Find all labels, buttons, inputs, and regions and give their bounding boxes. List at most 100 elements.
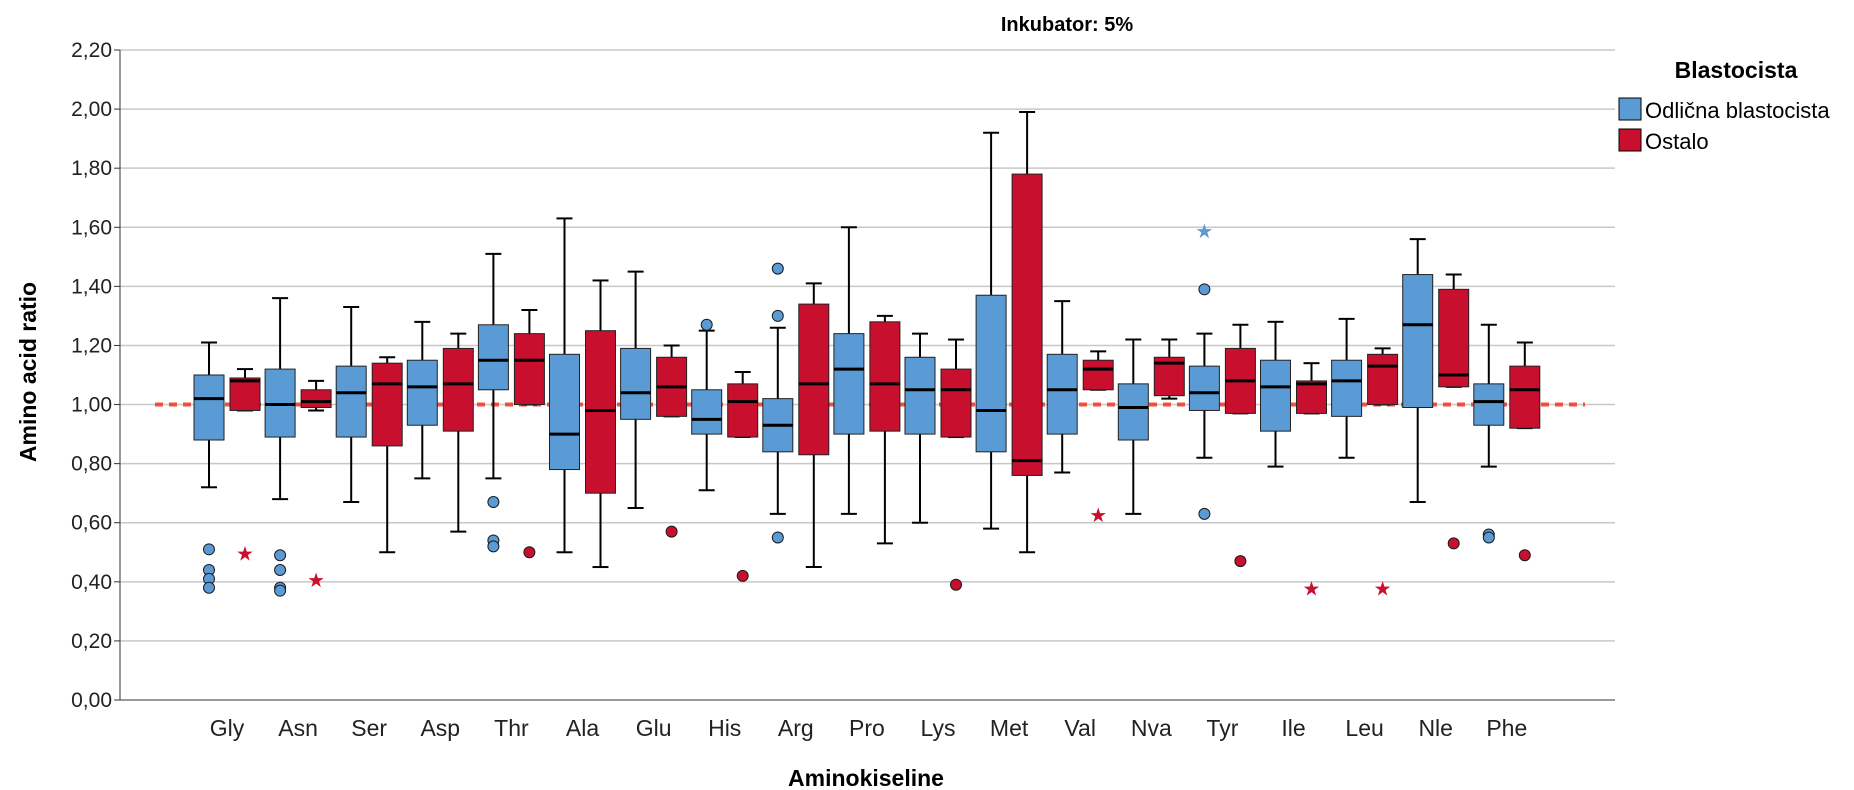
outlier-point xyxy=(771,262,784,275)
box-glu-odlicna xyxy=(620,270,652,509)
y-axis-ticks: 0,00 0,20 0,40 0,60 0,80 1,00 1,20 1,40 1,60 1,80… xyxy=(71,39,120,712)
x-tick-label: Asp xyxy=(420,715,460,741)
box-pro-odlicna xyxy=(833,226,865,515)
box-iqr xyxy=(1082,359,1114,391)
box-arg-odlicna xyxy=(762,262,794,544)
chart-title: Inkubator: 5% xyxy=(1001,14,1133,36)
x-tick-label: Val xyxy=(1064,715,1096,741)
extreme-point: ★ xyxy=(307,568,325,592)
box-nva-odlicna xyxy=(1117,338,1149,515)
box-iqr xyxy=(1011,173,1043,476)
box-asp-odlicna xyxy=(406,320,438,480)
box-iqr xyxy=(477,324,509,391)
box-tyr-odlicna: ★ xyxy=(1188,219,1220,520)
box-iqr xyxy=(513,333,545,406)
box-iqr xyxy=(406,359,438,426)
x-tick-label: Pro xyxy=(849,715,885,741)
box-val-odlicna xyxy=(1046,300,1078,474)
box-tyr-ostalo xyxy=(1224,323,1256,568)
legend-swatch-odlicna xyxy=(1618,97,1642,121)
box-ile-odlicna xyxy=(1260,320,1291,468)
box-his-ostalo xyxy=(727,371,759,582)
x-tick-label: Ile xyxy=(1281,715,1305,741)
legend-label-odlicna: Odlična blastocista xyxy=(1645,98,1830,123)
box-ser-ostalo xyxy=(371,356,403,554)
x-tick-label: Ser xyxy=(351,715,387,741)
box-plots: ★ ★ ★ ★ ★ ★ xyxy=(193,111,1541,601)
x-tick-label: His xyxy=(708,715,741,741)
outlier-point xyxy=(1518,549,1531,562)
x-tick-label: Met xyxy=(990,715,1029,741)
box-lys-ostalo xyxy=(940,338,972,591)
x-tick-label: Thr xyxy=(494,715,529,741)
box-leu-odlicna xyxy=(1331,317,1363,459)
outlier-point xyxy=(1198,507,1211,520)
box-phe-ostalo xyxy=(1509,341,1541,562)
y-tick-label: 1,80 xyxy=(71,157,112,180)
box-iqr xyxy=(442,347,474,432)
box-iqr xyxy=(1402,274,1434,408)
box-iqr xyxy=(1367,353,1399,406)
box-glu-ostalo xyxy=(656,344,688,538)
box-met-ostalo xyxy=(1011,111,1043,554)
box-met-odlicna xyxy=(975,131,1007,530)
outlier-point xyxy=(1447,537,1460,550)
outlier-point xyxy=(700,318,713,331)
box-iqr xyxy=(833,333,865,435)
outlier-point xyxy=(736,569,749,582)
box-his-odlicna xyxy=(691,318,723,492)
box-asp-ostalo xyxy=(442,332,474,533)
box-iqr xyxy=(371,362,403,447)
outlier-point xyxy=(203,581,215,594)
x-tick-label: Phe xyxy=(1486,715,1527,741)
outlier-point xyxy=(487,496,500,509)
x-tick-label: Arg xyxy=(778,715,814,741)
box-asn-ostalo: ★ xyxy=(300,379,332,592)
outlier-point xyxy=(950,578,962,591)
y-tick-label: 0,80 xyxy=(71,453,112,476)
outlier-point xyxy=(1234,555,1247,568)
x-tick-label: Nva xyxy=(1131,715,1172,741)
box-ser-odlicna xyxy=(335,306,367,504)
box-leu-ostalo: ★ xyxy=(1367,347,1399,601)
y-tick-label: 1,60 xyxy=(71,216,112,239)
box-iqr xyxy=(1046,353,1078,435)
legend: Blastocista Odlična blastocista Ostalo xyxy=(1618,57,1830,154)
box-iqr xyxy=(1509,365,1541,429)
y-tick-label: 0,40 xyxy=(71,571,112,594)
outlier-point xyxy=(771,309,784,322)
box-iqr xyxy=(335,365,367,438)
box-iqr xyxy=(1117,383,1149,441)
outlier-point xyxy=(523,546,536,559)
y-tick-label: 2,20 xyxy=(71,39,112,62)
extreme-point: ★ xyxy=(1303,577,1321,601)
box-thr-ostalo xyxy=(513,309,545,559)
box-arg-ostalo xyxy=(798,282,830,569)
box-iqr xyxy=(193,374,225,441)
legend-title: Blastocista xyxy=(1675,57,1798,83)
x-axis-categories: Gly Asn Ser Asp Thr Ala Glu His Arg Pro Lys Met Val N… xyxy=(210,715,1528,741)
x-tick-label: Nle xyxy=(1418,715,1453,741)
box-gly-ostalo: ★ xyxy=(229,368,261,565)
box-iqr xyxy=(904,356,936,435)
outlier-point xyxy=(274,549,287,562)
box-iqr xyxy=(229,377,261,411)
outlier-point xyxy=(771,531,784,544)
box-nle-odlicna xyxy=(1402,238,1434,504)
box-thr-odlicna xyxy=(477,252,509,553)
extreme-point: ★ xyxy=(236,541,254,565)
box-iqr xyxy=(1438,288,1470,388)
x-tick-label: Gly xyxy=(210,715,245,741)
outlier-point xyxy=(487,540,500,553)
legend-label-ostalo: Ostalo xyxy=(1645,129,1709,154)
extreme-point: ★ xyxy=(1089,503,1107,527)
box-iqr xyxy=(869,321,901,432)
x-tick-label: Lys xyxy=(921,715,956,741)
x-tick-label: Leu xyxy=(1345,715,1383,741)
box-iqr xyxy=(798,303,830,456)
y-tick-label: 1,40 xyxy=(71,275,112,298)
box-asn-odlicna xyxy=(264,297,296,597)
box-iqr xyxy=(620,347,652,420)
box-iqr xyxy=(549,353,580,471)
